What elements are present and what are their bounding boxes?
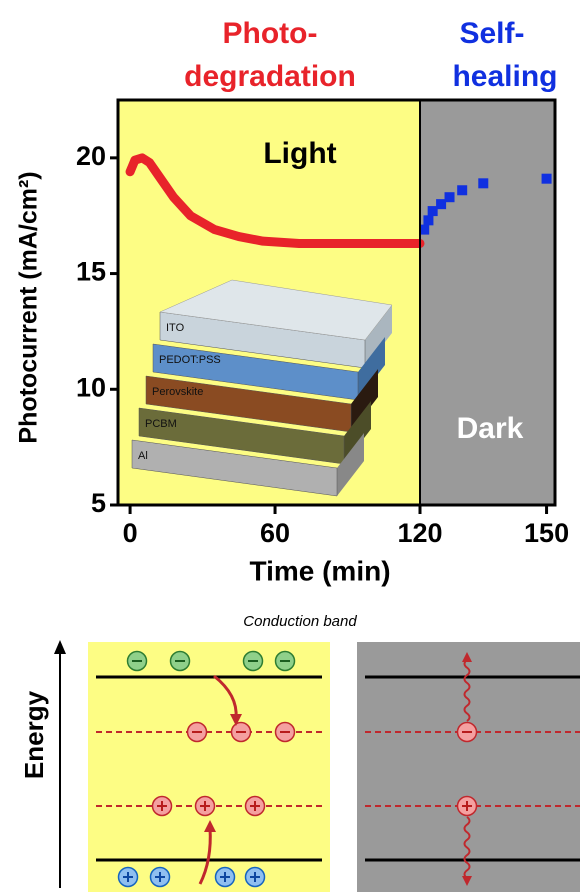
y-tick-label: 15 — [76, 257, 106, 287]
layer-label: ITO — [166, 322, 185, 334]
panel-title: Self- — [459, 17, 524, 50]
data-point — [478, 178, 489, 189]
energy-arrow — [54, 640, 66, 654]
energy-label: Energy — [19, 690, 49, 779]
x-tick-label: 120 — [397, 518, 442, 548]
arrow-head — [462, 876, 472, 886]
layer-front — [131, 439, 338, 497]
annotation: Light — [263, 137, 336, 170]
data-line — [125, 153, 425, 248]
panel-title: Photo- — [223, 17, 318, 50]
data-point — [444, 192, 455, 203]
data-point — [419, 224, 430, 235]
y-tick-label: 5 — [91, 488, 106, 518]
y-axis-label: Photocurrent (mA/cm²) — [15, 171, 43, 443]
plot-frame — [116, 98, 557, 507]
y-tick-label: 20 — [76, 141, 106, 171]
layer-side — [358, 337, 385, 400]
arrow-head — [230, 714, 242, 726]
x-tick-label: 0 — [123, 518, 138, 548]
layer-top — [159, 279, 393, 341]
layer-side — [344, 401, 371, 464]
panel-background — [420, 100, 555, 505]
arrow-head — [204, 820, 216, 832]
wavy-arrow — [463, 659, 471, 722]
layer-label: Al — [138, 450, 148, 462]
y-tick-label: 10 — [76, 372, 106, 402]
transfer-arrow — [198, 827, 212, 885]
x-axis-label: Time (min) — [249, 555, 390, 586]
x-tick-label: 60 — [260, 518, 290, 548]
layer-side — [365, 305, 392, 368]
data-point — [457, 185, 468, 196]
data-point — [541, 173, 552, 184]
layer-side — [337, 433, 364, 496]
data-point — [423, 215, 434, 226]
layer-label: PEDOT:PSS — [159, 354, 221, 366]
data-point — [436, 199, 447, 210]
diagram-title: Conduction band — [243, 613, 357, 630]
data-point — [427, 206, 438, 217]
layer-label: PCBM — [145, 418, 177, 430]
wavy-arrow — [463, 816, 471, 879]
layer-label: Perovskite — [152, 386, 203, 398]
panel-title: healing — [452, 60, 557, 93]
annotation: Dark — [457, 412, 524, 445]
layer-side — [351, 369, 378, 432]
x-tick-label: 150 — [524, 518, 569, 548]
panel-title: degradation — [184, 60, 356, 93]
arrow-head — [462, 652, 472, 662]
